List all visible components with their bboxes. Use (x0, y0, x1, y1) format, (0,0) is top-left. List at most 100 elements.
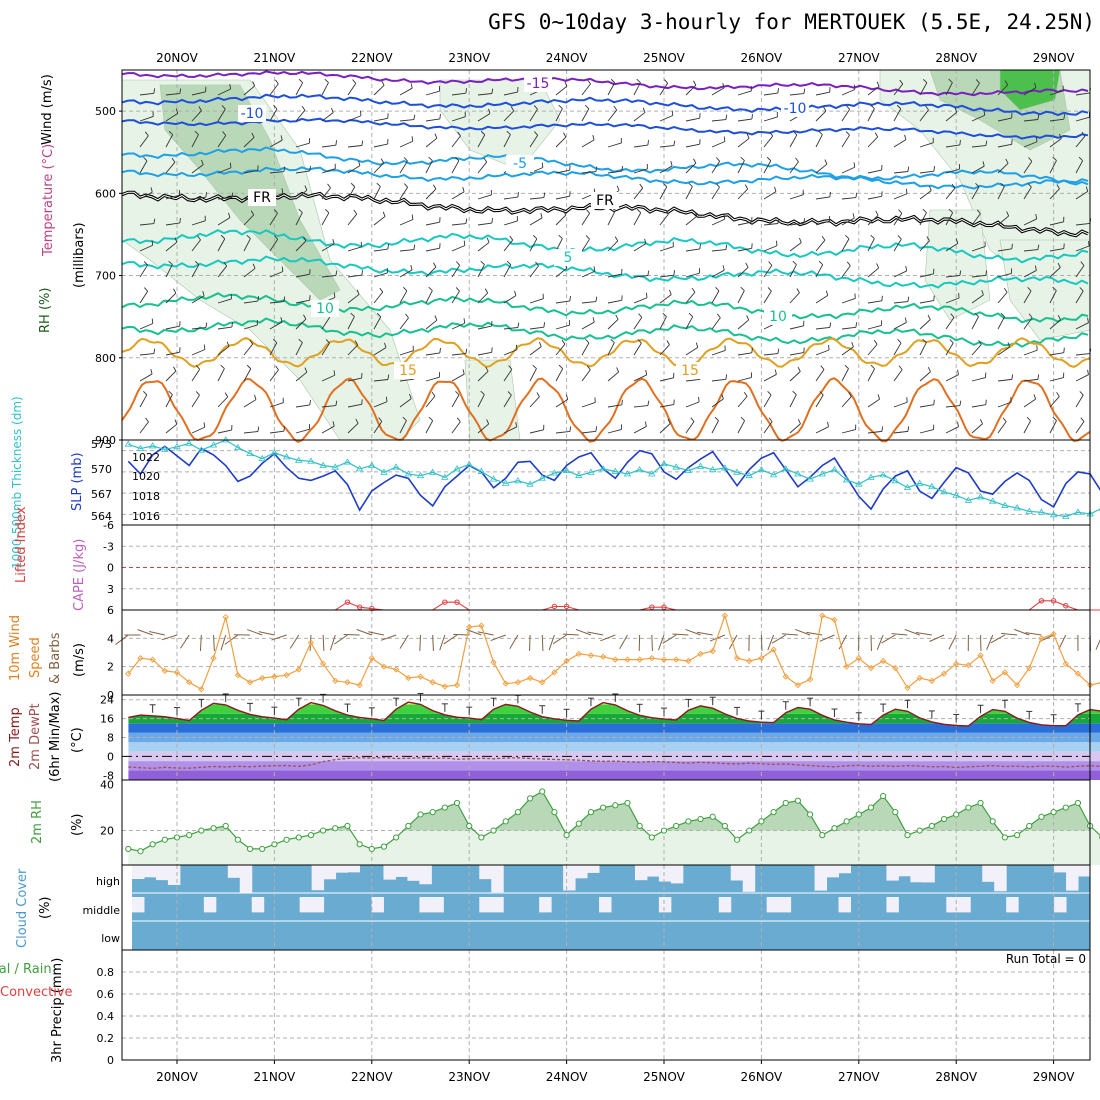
pressure-tick-label: 500 (95, 105, 116, 118)
isotherm-5 (121, 228, 1089, 264)
contour-label-bg (506, 155, 534, 172)
wind-barb (217, 88, 231, 96)
wind-barb (971, 404, 986, 408)
wind-speed-marker (210, 655, 217, 662)
thickness-marker (1049, 511, 1058, 518)
wind-barb (867, 238, 875, 252)
temperature-axis-label: Temperature (°C) (41, 143, 56, 257)
wind-barb-flag (456, 261, 461, 266)
wind-barb (997, 378, 1012, 382)
wind-barb (139, 394, 148, 408)
wind-barb (269, 321, 283, 330)
wind-barb-flag (740, 286, 745, 291)
wind-barb (321, 112, 334, 122)
wind-barb (581, 270, 595, 278)
wind-barb (1049, 248, 1064, 252)
wind-barb (893, 83, 904, 96)
thickness-marker (623, 470, 632, 477)
rh-marker (624, 799, 631, 807)
rh-marker (1013, 832, 1021, 839)
wind-barb-10m (662, 634, 677, 644)
cloud-gap-high (910, 865, 923, 883)
cloud-gap-middle (1054, 897, 1067, 913)
cloud-gap-high (323, 865, 337, 880)
wind-barb (1023, 249, 1038, 252)
wind-barb (217, 346, 230, 356)
cloud-gap-high (634, 865, 648, 881)
wind-barb (503, 110, 515, 122)
isotherm-20 (121, 377, 1091, 444)
wind-barb-flag (205, 192, 208, 198)
wind-barb (503, 264, 512, 278)
wind-barb-flag (896, 104, 902, 110)
cloud-gap-high (1066, 865, 1079, 891)
wind-barb-flag (897, 339, 902, 344)
wind-barb (243, 136, 255, 148)
wind-barb-flag (1063, 347, 1065, 353)
wind-barb-flag (1035, 136, 1038, 142)
wind-barb (321, 212, 330, 226)
rh-marker (1074, 799, 1082, 807)
wind-barb-10m (199, 634, 202, 652)
wind-barb-10m (1095, 639, 1100, 650)
wind-barb-flag (280, 316, 283, 323)
wind-barb-flag (716, 157, 721, 162)
wind-barb-10m (767, 634, 775, 651)
wind-barb-flag (615, 314, 619, 320)
wind-barb (399, 269, 413, 278)
wind-barb-10m (477, 631, 494, 636)
wind-barb (815, 239, 826, 252)
wind-barb (997, 186, 1005, 200)
wind-barb (685, 248, 700, 252)
wind-barb-flag (714, 416, 719, 421)
wind-barb (971, 145, 986, 148)
wind-barb (555, 108, 563, 122)
wind-barb (841, 396, 852, 408)
thickness-marker (368, 461, 376, 468)
wind-barb-flag (904, 134, 907, 140)
slp-tick-label: 1020 (132, 470, 160, 483)
cloud-gap-high (479, 865, 492, 880)
wind-barb (633, 374, 647, 382)
wind-barb (841, 429, 856, 434)
rh-marker (831, 825, 838, 832)
wind-barb (477, 194, 492, 200)
wind-barb (997, 117, 1012, 122)
cloud-gap-middle (766, 897, 780, 913)
wind-barb (971, 294, 984, 304)
wind-barb (191, 220, 206, 226)
wind-barb (425, 90, 440, 96)
li-marker (454, 599, 460, 605)
wind-barb-flag (143, 156, 148, 162)
wind-barb (841, 197, 856, 200)
wind-barb-flag (439, 347, 441, 354)
wind-barb-10m (728, 634, 738, 650)
wind-speed-marker (892, 664, 899, 672)
wind-barb-10m (819, 634, 835, 642)
wind-barb (191, 196, 206, 200)
wind-barb (425, 266, 437, 278)
wind-barb (321, 317, 331, 330)
wind-barb-flag (1052, 286, 1057, 291)
wind-barb (581, 430, 596, 434)
wind-barb (919, 240, 930, 252)
thickness-marker (246, 449, 254, 456)
wind-barb-flag (768, 261, 773, 266)
wind-barb-flag (455, 287, 460, 292)
wind-barb (1049, 118, 1064, 122)
wind-barb-flag (359, 110, 362, 116)
wind-barb (347, 83, 357, 96)
wind-barb-flag (933, 166, 936, 172)
wind-barb (269, 239, 279, 252)
rh-marker (612, 802, 619, 809)
wind-barb (1023, 317, 1033, 330)
wind-barb (373, 379, 388, 382)
wind-barb-flag (1085, 186, 1089, 192)
wind-barb-flag (1057, 315, 1061, 320)
wind-barb-flag (975, 79, 980, 84)
rh-marker (344, 822, 351, 830)
wind-barb (529, 108, 538, 122)
wind-barb (399, 187, 409, 200)
wind-barb-flag (796, 288, 800, 293)
wind-barb (503, 295, 517, 304)
